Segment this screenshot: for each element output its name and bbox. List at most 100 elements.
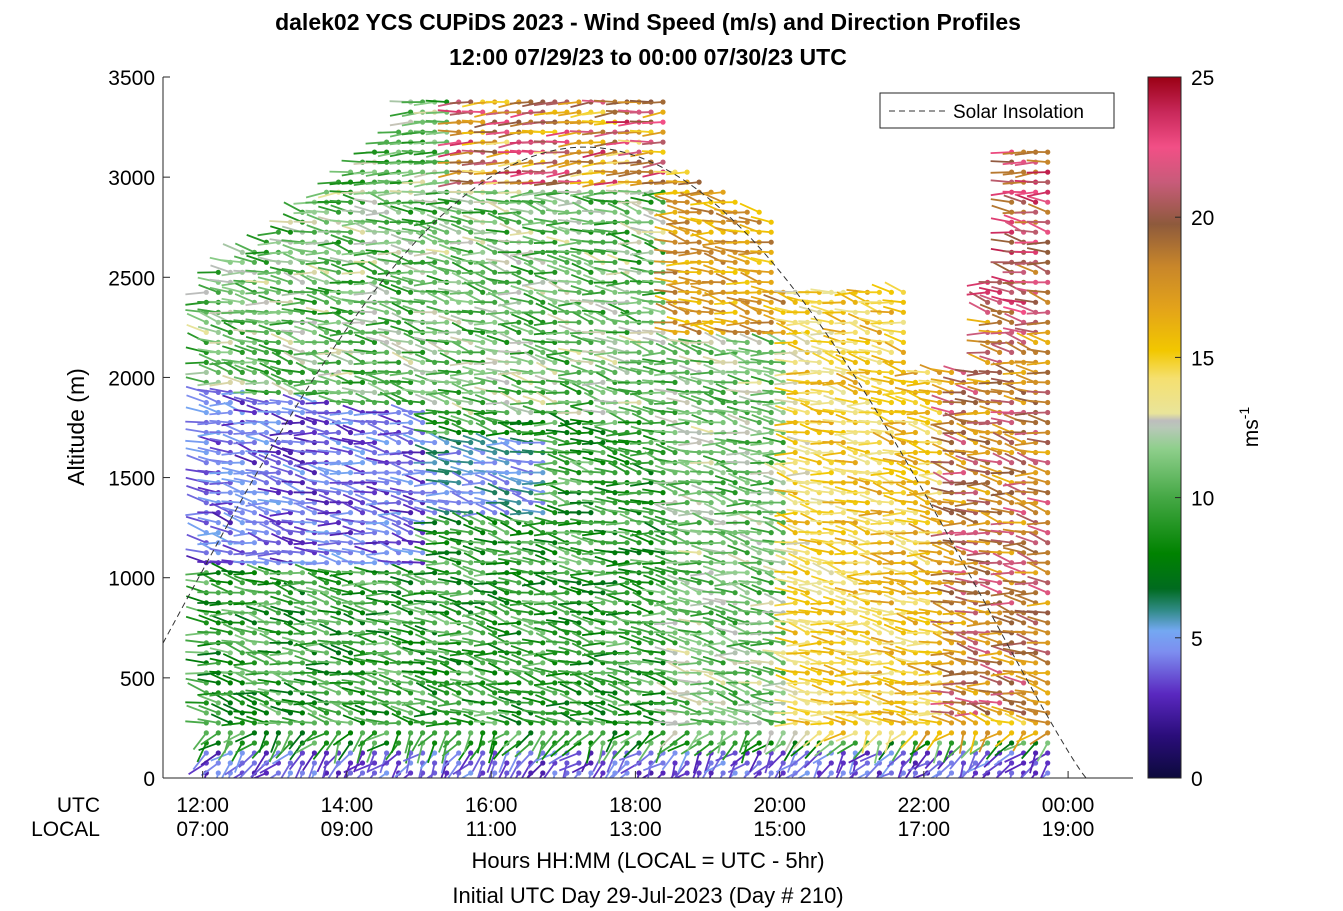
wind-barb-stem xyxy=(557,250,579,254)
wind-barb-stem xyxy=(269,286,291,294)
wind-barb-dot xyxy=(335,439,342,446)
wind-barb-dot xyxy=(552,580,558,586)
wind-barb-stem xyxy=(221,506,243,514)
wind-barb-stem xyxy=(474,526,495,534)
wind-barb-dot xyxy=(335,690,342,696)
wind-barb-dot xyxy=(624,369,630,375)
wind-barb-stem xyxy=(450,576,471,584)
wind-barb-dot xyxy=(347,720,354,726)
wind-barb-stem xyxy=(425,491,447,497)
wind-barb-dot xyxy=(516,730,522,736)
wind-barb-stem xyxy=(341,251,363,256)
wind-barb-stem xyxy=(221,461,243,464)
wind-barb-dot xyxy=(456,219,462,225)
wind-barb-stem xyxy=(605,530,628,534)
wind-barb-dot xyxy=(215,730,221,736)
wind-barb-stem xyxy=(474,376,495,384)
wind-barb-stem xyxy=(329,471,351,475)
wind-barb-dot xyxy=(636,239,642,245)
wind-barb-dot xyxy=(263,740,269,746)
wind-barb-stem xyxy=(449,670,471,674)
wind-barb-stem xyxy=(293,356,315,364)
wind-barb-stem xyxy=(485,291,507,296)
wind-barb-stem xyxy=(413,591,435,595)
wind-barb-dot xyxy=(408,419,414,426)
wind-barb-dot xyxy=(323,189,330,195)
wind-barb-dot xyxy=(540,369,546,375)
wind-barb-dot xyxy=(492,490,498,496)
wind-barb-stem xyxy=(185,346,207,354)
wind-barb-stem xyxy=(209,627,231,634)
wind-barb-stem xyxy=(305,691,327,694)
wind-barb-stem xyxy=(402,454,423,464)
wind-barb-dot xyxy=(612,449,618,456)
wind-barb-dot xyxy=(612,209,618,215)
wind-barb-dot xyxy=(504,490,510,496)
wind-barb-stem xyxy=(329,531,351,537)
wind-barb-stem xyxy=(451,491,472,504)
wind-barb-stem xyxy=(305,568,327,574)
wind-barb-stem xyxy=(222,433,243,444)
wind-barb-stem xyxy=(329,199,351,204)
wind-barb-dot xyxy=(516,219,522,225)
wind-barb-stem xyxy=(257,390,279,394)
wind-barb-stem xyxy=(629,99,652,103)
wind-barb-dot xyxy=(203,409,209,416)
wind-barb-stem xyxy=(486,716,508,724)
wind-barb-stem xyxy=(427,431,448,444)
wind-barb-stem xyxy=(462,396,483,404)
wind-barb-stem xyxy=(353,419,375,424)
wind-barb-dot xyxy=(540,580,546,586)
wind-barb-dot xyxy=(600,770,606,776)
wind-barb-dot xyxy=(275,490,281,496)
wind-barb-stem xyxy=(367,382,387,394)
wind-barb-stem xyxy=(401,237,423,244)
wind-barb-stem xyxy=(354,205,375,214)
wind-barb-stem xyxy=(504,772,508,778)
wind-barb-stem xyxy=(401,399,423,404)
wind-barb-dot xyxy=(287,760,293,766)
wind-barb-dot xyxy=(468,720,474,726)
wind-barb-dot xyxy=(444,269,450,275)
wind-barb-stem xyxy=(196,742,208,763)
wind-barb-dot xyxy=(492,760,498,766)
wind-barb-stem xyxy=(245,381,267,385)
wind-barb-stem xyxy=(642,421,664,425)
wind-barb-stem xyxy=(197,609,219,614)
wind-barb-stem xyxy=(415,633,436,644)
wind-barb-stem xyxy=(403,522,424,534)
wind-barb-stem xyxy=(427,202,448,214)
wind-barb-stem xyxy=(283,621,303,634)
wind-barb-dot xyxy=(359,339,366,345)
wind-barb-stem xyxy=(414,443,435,454)
wind-barb-dot xyxy=(347,540,354,546)
wind-barb-dot xyxy=(227,710,233,716)
wind-barb-dot xyxy=(347,449,354,456)
wind-barb-stem xyxy=(233,408,255,414)
wind-barb-stem xyxy=(246,474,267,484)
wind-barb-stem xyxy=(185,515,207,524)
wind-barb-dot xyxy=(287,349,293,355)
wind-barb-stem xyxy=(391,462,411,474)
wind-barb-stem xyxy=(259,421,279,434)
wind-barb-dot xyxy=(612,359,618,365)
wind-barb-stem xyxy=(221,319,243,324)
wind-barb-stem xyxy=(317,541,339,547)
wind-barb-stem xyxy=(197,718,219,724)
wind-barb-dot xyxy=(311,580,317,586)
wind-barb-dot xyxy=(396,480,402,486)
wind-barb-stem xyxy=(629,170,652,174)
wind-barb-dot xyxy=(600,600,606,606)
wind-barb-stem xyxy=(209,481,231,485)
wind-barb-dot xyxy=(672,750,678,756)
wind-barb-dot xyxy=(492,339,498,345)
wind-barb-stem xyxy=(317,660,339,664)
wind-barb-stem xyxy=(330,514,351,524)
wind-barb-dot xyxy=(432,279,438,285)
wind-barb-stem xyxy=(305,209,327,214)
wind-barb-stem xyxy=(306,274,327,284)
wind-barb-dot xyxy=(396,720,402,726)
wind-barb-stem xyxy=(389,680,411,684)
wind-barb-stem xyxy=(473,560,495,564)
wind-barb-stem xyxy=(426,256,447,264)
